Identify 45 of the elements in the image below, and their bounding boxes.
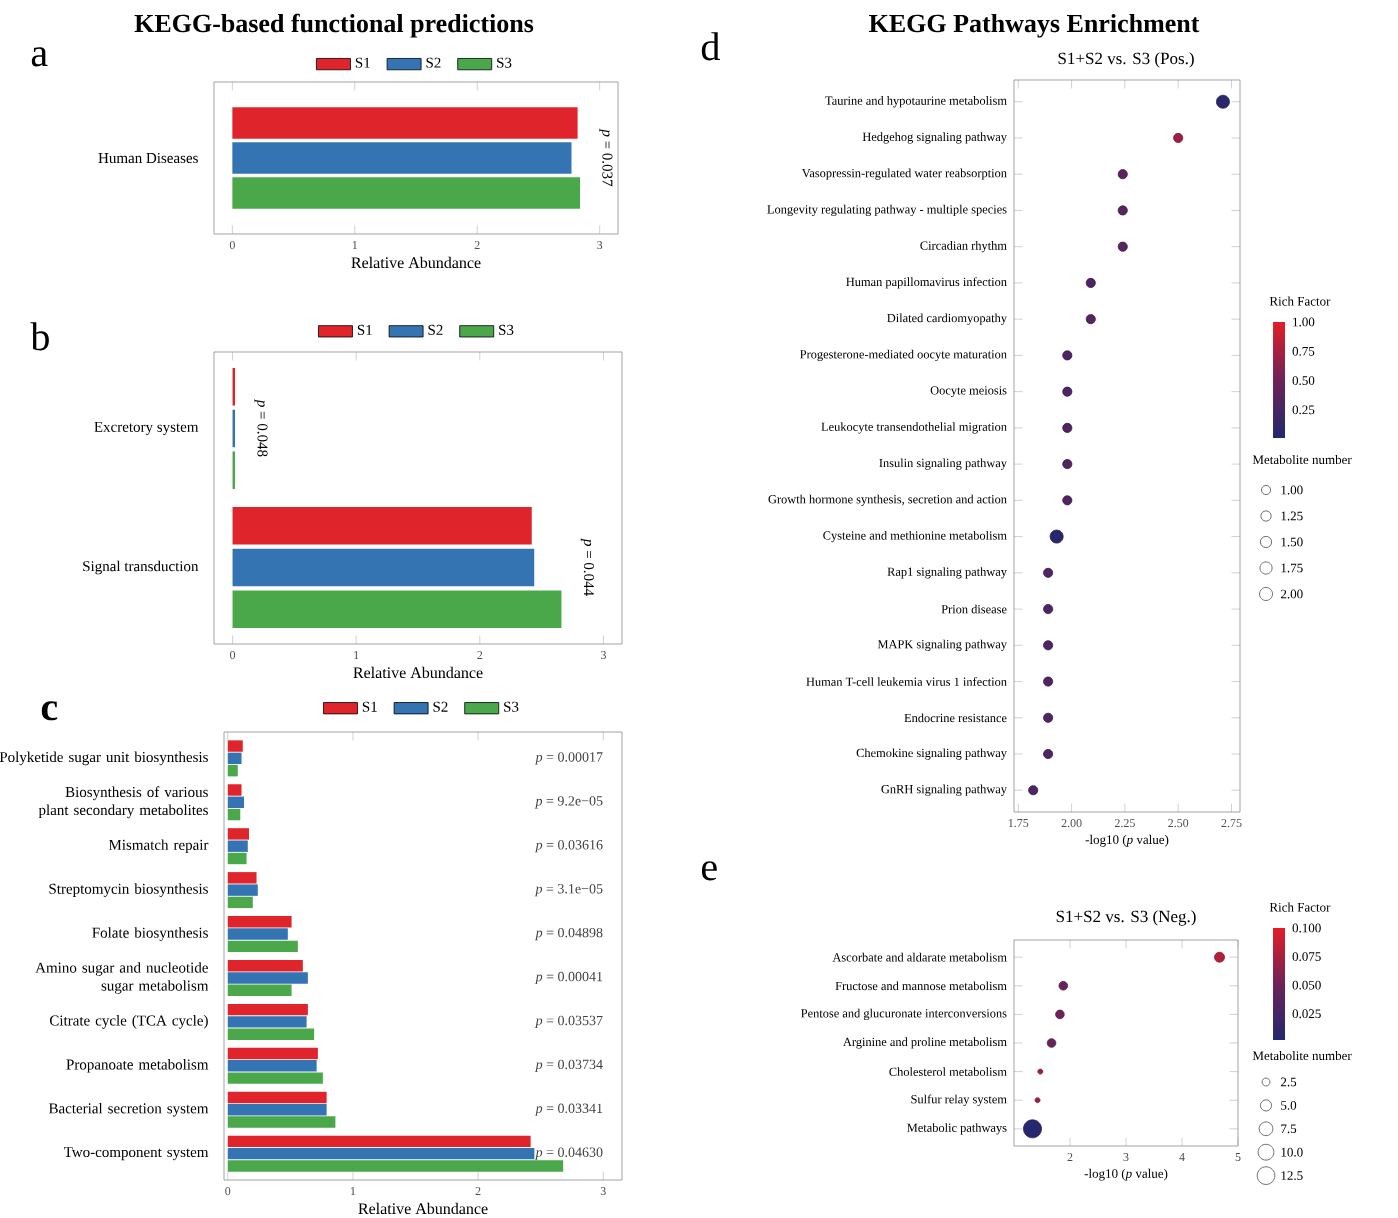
- chart-title: KEGG-based functional predictions: [134, 13, 534, 38]
- bar: [227, 852, 247, 865]
- bar: [227, 764, 238, 777]
- bar: [227, 1160, 564, 1172]
- bar: [227, 1104, 327, 1116]
- bar: [227, 752, 242, 765]
- bar: [227, 916, 292, 928]
- x-axis-title: Relative Abundance: [358, 1202, 488, 1215]
- text: b: [30, 322, 49, 351]
- bar: [227, 1135, 531, 1148]
- bar: [232, 507, 532, 545]
- bar: [232, 590, 562, 628]
- bar: [227, 840, 248, 852]
- text: a: [31, 47, 48, 67]
- bar: [227, 796, 245, 808]
- chart-title: KEGG Pathways Enrichment: [869, 13, 1200, 38]
- text: c: [41, 701, 58, 721]
- bar: [227, 784, 242, 796]
- bar: [227, 928, 288, 940]
- bar: [227, 1072, 323, 1084]
- x-axis-title: Relative Abundance: [353, 666, 483, 679]
- bar: [227, 1028, 315, 1040]
- bar: [227, 872, 257, 884]
- bar: [227, 828, 250, 840]
- chart-subtitle: S1+S2 vs. S3 (Pos.): [1058, 52, 1194, 68]
- chart-title: S1+S2 vs. S3 (Neg.): [1056, 910, 1196, 926]
- bar: [227, 808, 241, 821]
- bar: [227, 984, 292, 996]
- text: d: [701, 32, 720, 61]
- bar: [227, 1060, 317, 1072]
- bar: [227, 1016, 307, 1028]
- bar: [232, 548, 535, 587]
- bar: [227, 972, 308, 984]
- bar: [227, 884, 258, 896]
- text: e: [701, 861, 717, 881]
- bar: [227, 1047, 318, 1060]
- bar: [227, 1003, 308, 1016]
- bar: [227, 740, 243, 752]
- bar: [227, 1116, 336, 1128]
- x-axis-title: Relative Abundance: [351, 256, 481, 269]
- bar: [227, 1091, 327, 1104]
- bar: [227, 896, 253, 909]
- bar: [227, 959, 303, 972]
- bar: [227, 1147, 535, 1160]
- bar: [227, 940, 298, 953]
